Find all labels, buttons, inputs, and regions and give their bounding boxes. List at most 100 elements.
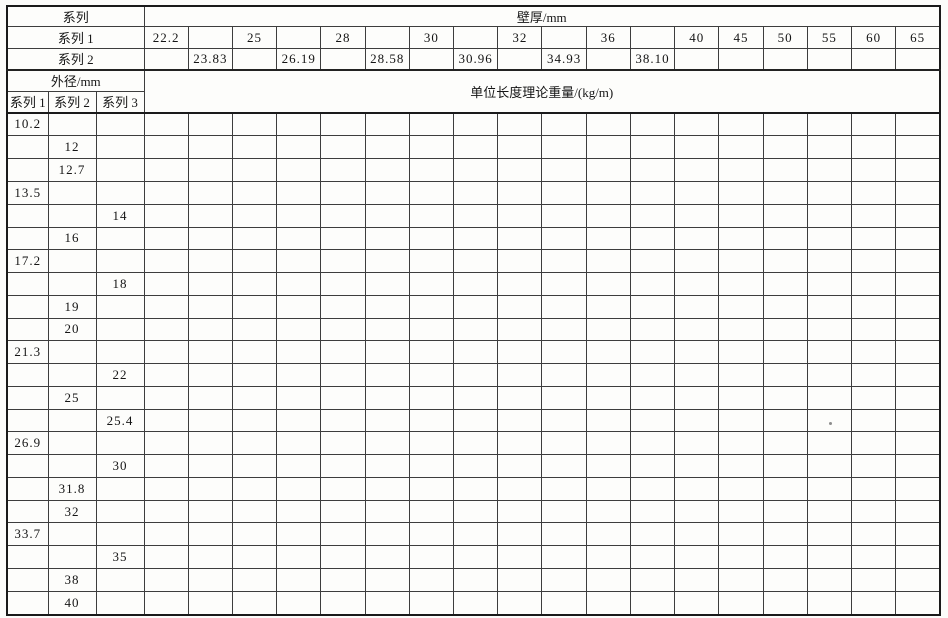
weight-cell-empty (762, 545, 808, 569)
outer-diameter-cell (6, 454, 49, 478)
outer-diameter-cell (47, 454, 97, 478)
outer-diameter-cell (95, 522, 145, 547)
weight-cell-empty (718, 431, 764, 456)
weight-cell-empty (497, 454, 543, 478)
outer-diameter-cell (6, 545, 49, 569)
weight-cell-empty (585, 294, 631, 319)
outer-diameter-cell: 21.3 (6, 340, 49, 365)
thickness-series1-value-cell: 40 (674, 26, 720, 49)
weight-cell-empty (320, 226, 366, 251)
table-row: 17.2 (6, 249, 941, 274)
weight-cell-empty (143, 203, 189, 228)
weight-cell-empty (895, 567, 941, 592)
outer-diameter-cell (47, 408, 97, 433)
weight-cell-empty (762, 431, 808, 456)
weight-cell-empty (541, 567, 587, 592)
weight-cell-empty (276, 522, 322, 547)
od-series1-column-label: 系列 1 (6, 91, 49, 114)
weight-cell-empty (187, 567, 233, 592)
weight-cell-empty (895, 226, 941, 251)
thickness-series1-value-cell: 32 (497, 26, 543, 49)
weight-cell-empty (541, 590, 587, 616)
thickness-series1-value-cell (364, 26, 410, 49)
weight-cell-empty (320, 294, 366, 319)
weight-cell-empty (850, 340, 897, 365)
weight-cell-empty (231, 431, 278, 456)
weight-cell-empty (850, 385, 897, 410)
weight-cell-empty (895, 499, 941, 524)
weight-cell-empty (497, 499, 543, 524)
weight-cell-empty (718, 522, 764, 547)
weight-cell-empty (231, 317, 278, 342)
weight-cell-empty (408, 135, 455, 160)
weight-cell-empty (718, 317, 764, 342)
outer-diameter-cell (47, 545, 97, 569)
weight-cell-empty (585, 522, 631, 547)
weight-cell-empty (143, 317, 189, 342)
outer-diameter-cell: 33.7 (6, 522, 49, 547)
weight-cell-empty (143, 340, 189, 365)
weight-cell-empty (629, 135, 676, 160)
outer-diameter-cell (6, 226, 49, 251)
weight-cell-empty (497, 522, 543, 547)
weight-cell-empty (718, 545, 764, 569)
outer-diameter-cell (47, 363, 97, 387)
weight-cell-empty (541, 317, 587, 342)
table-row: 31.8 (6, 476, 941, 501)
weight-cell-empty (895, 180, 941, 205)
scan-speck (829, 422, 832, 425)
weight-cell-empty (850, 567, 897, 592)
weight-cell-empty (674, 499, 720, 524)
weight-cell-empty (497, 431, 543, 456)
weight-cell-empty (541, 363, 587, 387)
thickness-series2-value-cell (806, 48, 853, 71)
outer-diameter-cell (6, 363, 49, 387)
weight-cell-empty (895, 249, 941, 274)
weight-cell-empty (585, 272, 631, 296)
table-header: 系列 壁厚/mm 系列 1 22.2 25 28 30 32 36 40 45 50 55 60 65… (6, 5, 941, 114)
weight-cell-empty (231, 203, 278, 228)
thickness-series1-value-cell: 45 (718, 26, 764, 49)
weight-cell-empty (276, 249, 322, 274)
weight-cell-empty (718, 135, 764, 160)
weight-cell-empty (629, 408, 676, 433)
outer-diameter-cell: 19 (47, 294, 97, 319)
weight-cell-empty (408, 226, 455, 251)
weight-cell-empty (497, 340, 543, 365)
weight-cell-empty (762, 180, 808, 205)
weight-cell-empty (408, 317, 455, 342)
weight-cell-empty (497, 226, 543, 251)
wall-thickness-header: 壁厚/mm (143, 5, 941, 27)
weight-cell-empty (585, 545, 631, 569)
weight-cell-empty (408, 249, 455, 274)
weight-cell-empty (143, 454, 189, 478)
weight-cell-empty (276, 590, 322, 616)
weight-cell-empty (541, 294, 587, 319)
weight-cell-empty (806, 249, 853, 274)
weight-cell-empty (629, 499, 676, 524)
weight-cell-empty (364, 272, 410, 296)
weight-cell-empty (143, 590, 189, 616)
outer-diameter-cell (47, 431, 97, 456)
outer-diameter-cell (95, 317, 145, 342)
weight-cell-empty (143, 135, 189, 160)
weight-cell-empty (629, 249, 676, 274)
weight-cell-empty (806, 522, 853, 547)
outer-diameter-cell: 20 (47, 317, 97, 342)
outer-diameter-cell: 22 (95, 363, 145, 387)
weight-cell-empty (850, 203, 897, 228)
outer-diameter-cell (95, 385, 145, 410)
thickness-series2-value-cell: 28.58 (364, 48, 410, 71)
weight-cell-empty (674, 385, 720, 410)
weight-cell-empty (629, 272, 676, 296)
weight-cell-empty (541, 249, 587, 274)
weight-cell-empty (187, 385, 233, 410)
weight-cell-empty (895, 135, 941, 160)
weight-cell-empty (850, 158, 897, 182)
thickness-series2-value-cell: 23.83 (187, 48, 233, 71)
weight-cell-empty (231, 180, 278, 205)
outer-diameter-cell (6, 158, 49, 182)
weight-cell-empty (408, 454, 455, 478)
thickness-series1-value-cell: 30 (408, 26, 455, 49)
weight-cell-empty (187, 590, 233, 616)
